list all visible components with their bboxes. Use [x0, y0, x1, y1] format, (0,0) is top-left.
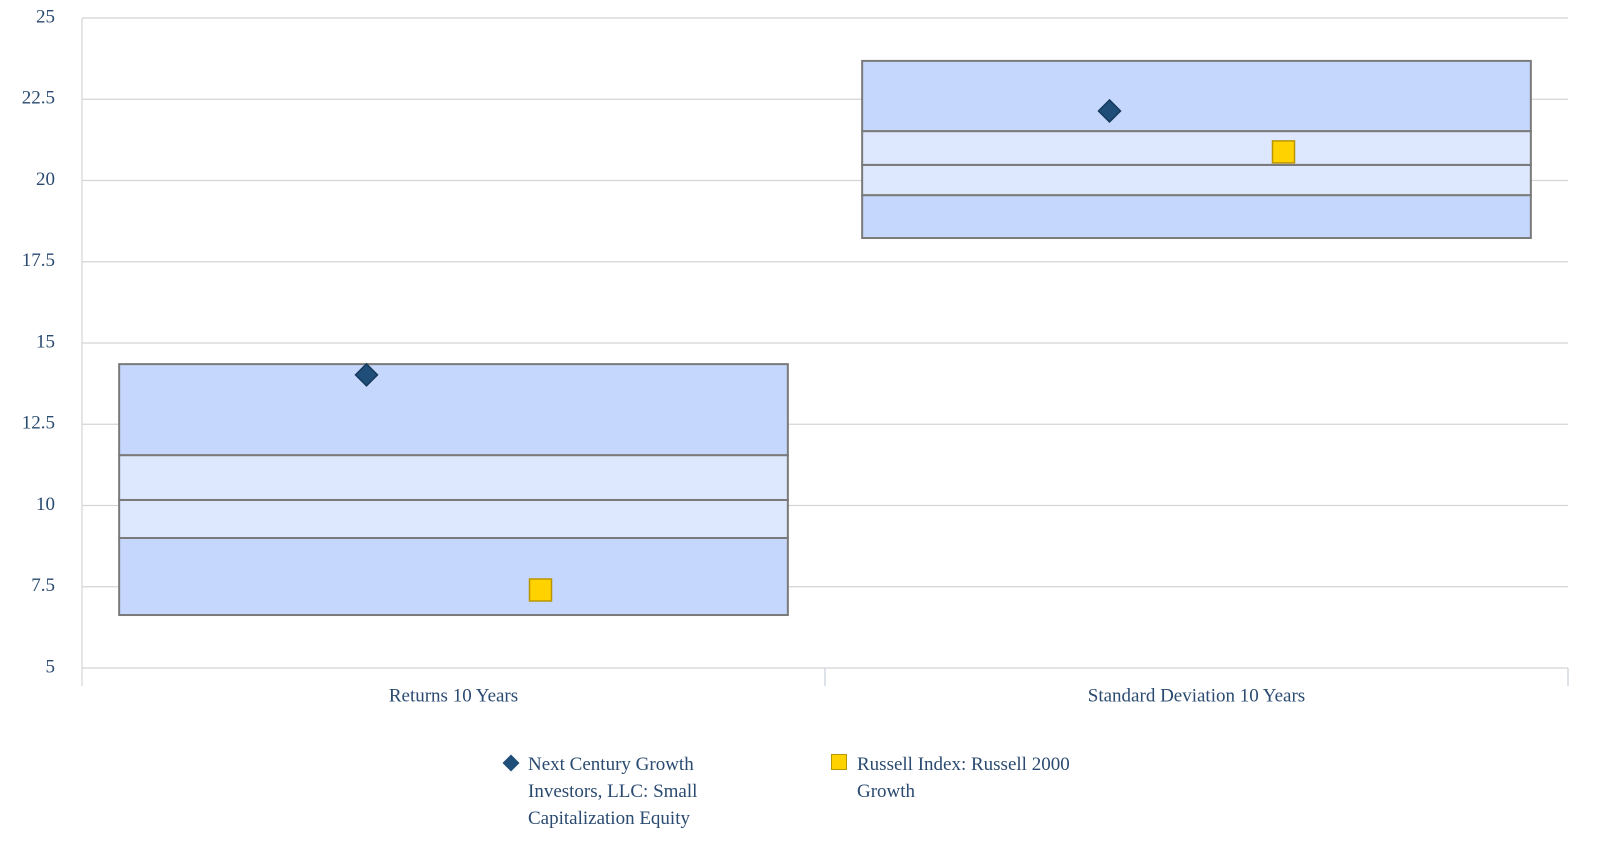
- percentile-band: [118, 454, 789, 501]
- y-tick-label: 7.5: [31, 575, 55, 596]
- y-tick-label: 17.5: [22, 250, 55, 271]
- percentile-band: [118, 498, 789, 540]
- marker-diamond: [354, 362, 379, 387]
- y-tick-label: 10: [36, 494, 55, 515]
- chart: 5 7.5 10 12.5 15 17.5 20 22.5 25 Returns 10 Years…: [22, 6, 1569, 706]
- percentile-band: [861, 130, 1532, 166]
- marker-diamond: [1097, 98, 1122, 124]
- percentile-band: [861, 59, 1532, 133]
- legend-swatch: [502, 754, 520, 772]
- percentile-band: [118, 537, 789, 617]
- percentile-band: [118, 363, 789, 457]
- y-tick-label: 20: [36, 169, 55, 190]
- y-tick-label: 15: [36, 331, 55, 352]
- y-tick-label: 12.5: [22, 413, 55, 434]
- y-tick-label: 22.5: [22, 88, 55, 109]
- marker-square: [1271, 140, 1296, 164]
- y-tick-label: 25: [36, 6, 55, 27]
- marker-square: [528, 578, 553, 602]
- y-tick-label: 5: [46, 656, 56, 677]
- percentile-band: [861, 163, 1532, 197]
- legend-swatch: [831, 754, 847, 770]
- legend-label: Russell Index: Russell 2000 Growth: [857, 754, 1070, 802]
- percentile-band: [861, 194, 1532, 240]
- x-tick-label: Standard Deviation 10 Years: [1088, 685, 1305, 706]
- legend-label: Next Century Growth Investors, LLC: Smal…: [528, 754, 698, 829]
- x-tick-label: Returns 10 Years: [389, 685, 518, 706]
